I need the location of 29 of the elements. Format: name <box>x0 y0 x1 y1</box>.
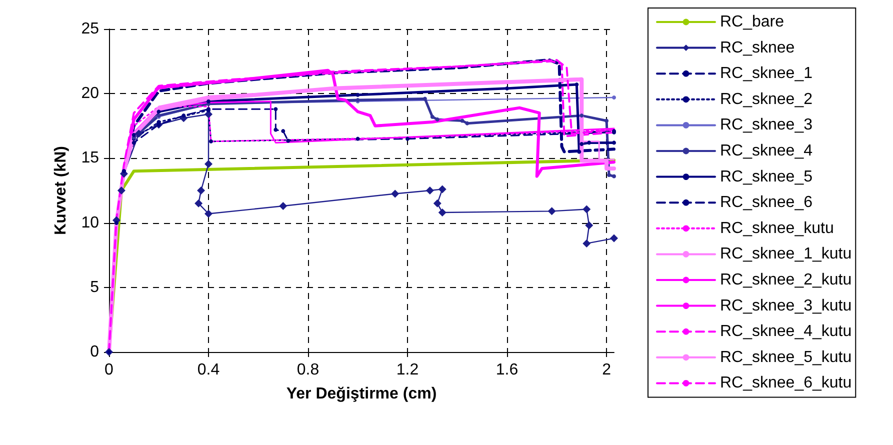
legend-label: RC_bare <box>720 14 784 30</box>
legend-label: RC_sknee <box>720 39 795 56</box>
y-tick-label: 20 <box>81 85 100 102</box>
legend-label: RC_sknee_4_kutu <box>720 323 852 340</box>
legend-label: RC_sknee_4 <box>720 142 813 160</box>
x-tick-label: 2 <box>602 362 612 378</box>
legend-label: RC_sknee_5_kutu <box>720 348 852 366</box>
y-tick-label: 25 <box>81 20 100 38</box>
legend-label: RC_sknee_2_kutu <box>720 272 852 288</box>
y-axis-title: Kuvvet (kN) <box>52 146 70 235</box>
x-tick-label: 1.2 <box>396 362 419 378</box>
legend-label: RC_sknee_3_kutu <box>720 297 852 314</box>
y-tick-label: 10 <box>81 214 100 232</box>
legend-label: RC_sknee_1 <box>720 65 813 82</box>
x-tick-label: 0.4 <box>197 362 220 378</box>
y-tick-label: 15 <box>81 150 100 167</box>
y-tick-label: 5 <box>90 278 100 296</box>
y-tick-label: 0 <box>90 344 100 360</box>
legend-label: RC_sknee_5 <box>720 168 813 186</box>
x-axis-title: Yer Değiştirme (cm) <box>286 386 437 402</box>
x-tick-label: 1.6 <box>496 362 518 378</box>
x-tick-label: 0 <box>104 362 114 378</box>
x-tick-label: 0.8 <box>296 362 320 378</box>
legend-label: RC_sknee_kutu <box>720 220 834 237</box>
legend-label: RC_sknee_6 <box>720 194 813 212</box>
legend-label: RC_sknee_1_kutu <box>720 246 852 263</box>
legend-label: RC_sknee_2 <box>720 90 813 108</box>
legend-label: RC_sknee_6_kutu <box>720 374 852 392</box>
legend-label: RC_sknee_3 <box>720 116 813 134</box>
